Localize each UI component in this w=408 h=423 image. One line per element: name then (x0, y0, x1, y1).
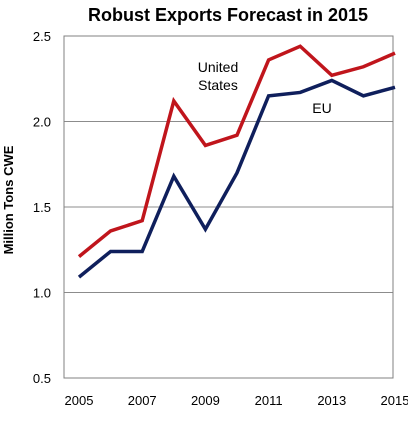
y-tick-label: 0.5 (33, 371, 51, 386)
chart-title: Robust Exports Forecast in 2015 (88, 5, 368, 25)
series-lines (77, 44, 396, 279)
plot-frame (63, 35, 394, 379)
y-axis-label: Million Tons CWE (1, 145, 16, 254)
y-tick-label: 1.5 (33, 200, 51, 215)
x-tick-label: 2013 (317, 393, 346, 408)
x-tick-label: 2007 (128, 393, 157, 408)
y-axis-ticks: 0.5 1.0 1.5 2.0 2.5 (33, 29, 51, 386)
series-line-eu (77, 78, 396, 279)
series-label-united-states: United States (198, 59, 238, 93)
series-line-united-states (77, 44, 396, 258)
x-axis-ticks: 2005 2007 2009 2011 2013 2015 (65, 393, 408, 408)
x-tick-label: 2015 (381, 393, 408, 408)
y-tick-label: 2.0 (33, 115, 51, 130)
x-tick-label: 2005 (65, 393, 94, 408)
y-tick-label: 1.0 (33, 286, 51, 301)
series-label-eu: EU (312, 100, 331, 116)
x-tick-label: 2011 (255, 393, 283, 408)
y-tick-label: 2.5 (33, 29, 51, 44)
x-tick-label: 2009 (191, 393, 220, 408)
series-labels: United States EU (198, 59, 332, 116)
